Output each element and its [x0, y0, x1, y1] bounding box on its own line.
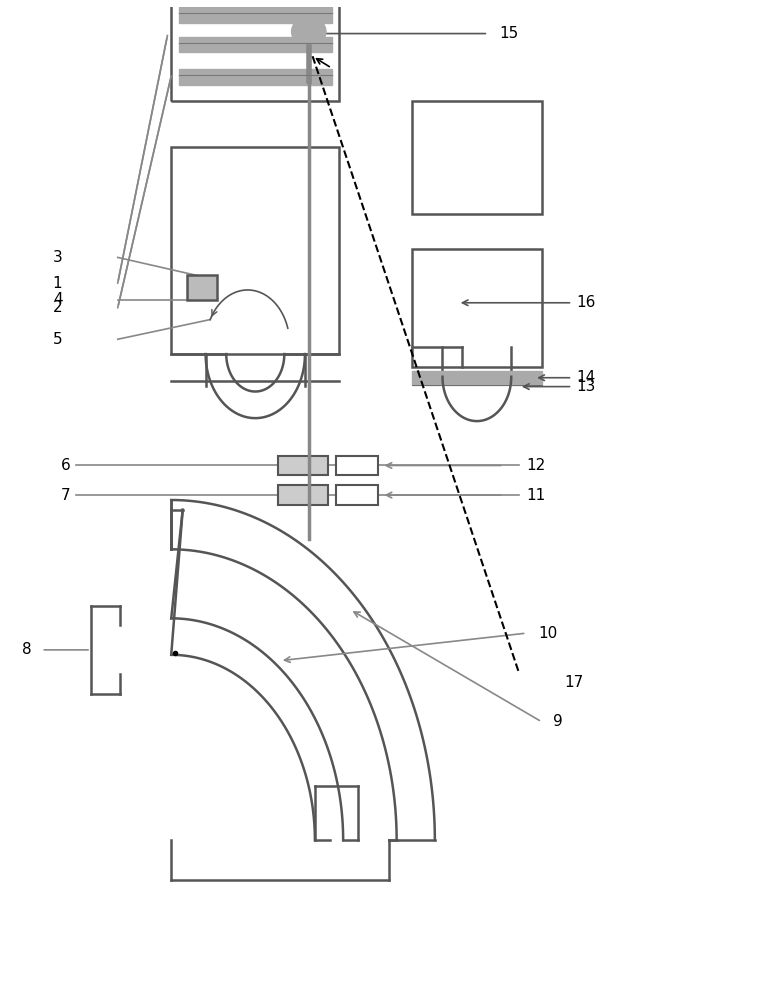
- Text: 15: 15: [499, 26, 519, 41]
- Bar: [279, 485, 328, 505]
- Text: 6: 6: [61, 458, 70, 473]
- Text: 5: 5: [53, 332, 62, 347]
- Bar: [187, 275, 217, 300]
- Bar: [179, 69, 331, 85]
- Text: 9: 9: [553, 714, 563, 729]
- Bar: [412, 371, 541, 385]
- Text: 17: 17: [565, 675, 584, 690]
- Bar: [179, 37, 331, 52]
- Bar: [171, 0, 339, 101]
- Bar: [335, 456, 378, 475]
- Bar: [171, 147, 339, 354]
- Text: 14: 14: [576, 370, 595, 385]
- Text: 1: 1: [53, 276, 62, 291]
- Bar: [335, 485, 378, 505]
- Ellipse shape: [292, 17, 326, 46]
- Text: 3: 3: [53, 250, 62, 265]
- Bar: [412, 101, 541, 214]
- Text: 2: 2: [53, 300, 62, 315]
- Text: 16: 16: [576, 295, 596, 310]
- Text: 8: 8: [23, 642, 32, 657]
- Bar: [279, 456, 328, 475]
- Text: 13: 13: [576, 379, 596, 394]
- Text: 4: 4: [53, 292, 62, 307]
- Text: 11: 11: [527, 488, 546, 503]
- Text: 7: 7: [61, 488, 70, 503]
- Text: 12: 12: [527, 458, 546, 473]
- Bar: [412, 249, 541, 367]
- Text: 10: 10: [538, 626, 557, 641]
- Bar: [179, 7, 331, 23]
